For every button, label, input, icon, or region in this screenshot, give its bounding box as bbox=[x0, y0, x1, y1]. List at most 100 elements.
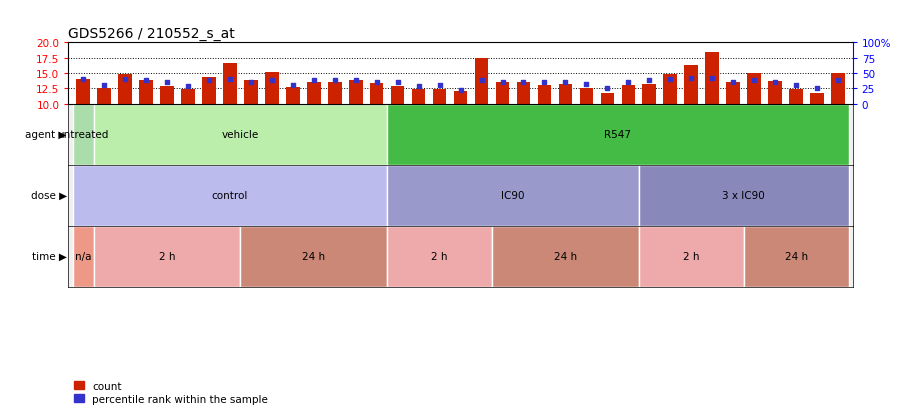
Text: 3 x IC90: 3 x IC90 bbox=[722, 191, 764, 201]
Text: 24 h: 24 h bbox=[783, 252, 807, 261]
Point bbox=[348, 78, 363, 84]
Text: agent ▶: agent ▶ bbox=[26, 130, 67, 140]
Bar bbox=[202, 78, 216, 104]
Bar bbox=[160, 87, 174, 104]
Bar bbox=[620, 85, 634, 104]
Bar bbox=[537, 85, 550, 104]
Point bbox=[830, 78, 844, 84]
Bar bbox=[244, 81, 258, 104]
Point bbox=[578, 81, 593, 88]
Bar bbox=[558, 85, 571, 104]
Text: untreated: untreated bbox=[57, 130, 108, 140]
Text: 24 h: 24 h bbox=[553, 252, 577, 261]
Point bbox=[390, 79, 404, 85]
Point bbox=[537, 80, 551, 86]
Point bbox=[683, 76, 698, 82]
Point bbox=[138, 78, 153, 84]
Text: 2 h: 2 h bbox=[159, 252, 175, 261]
Text: vehicle: vehicle bbox=[221, 130, 259, 140]
Point bbox=[118, 77, 132, 83]
Bar bbox=[349, 81, 362, 104]
Text: 24 h: 24 h bbox=[302, 252, 325, 261]
Point bbox=[641, 78, 656, 84]
Bar bbox=[73, 165, 387, 226]
Bar bbox=[391, 87, 404, 104]
Bar bbox=[517, 83, 529, 104]
Bar bbox=[599, 94, 613, 104]
Bar bbox=[387, 226, 491, 287]
Text: dose ▶: dose ▶ bbox=[31, 191, 67, 201]
Bar bbox=[223, 64, 237, 104]
Bar bbox=[725, 83, 739, 104]
Bar bbox=[742, 226, 847, 287]
Bar bbox=[181, 90, 195, 104]
Text: IC90: IC90 bbox=[501, 191, 524, 201]
Bar bbox=[638, 226, 742, 287]
Point bbox=[746, 78, 761, 84]
Bar bbox=[475, 59, 487, 104]
Bar bbox=[387, 104, 847, 165]
Bar bbox=[286, 88, 300, 104]
Point bbox=[453, 88, 467, 94]
Text: 2 h: 2 h bbox=[431, 252, 447, 261]
Bar bbox=[94, 226, 241, 287]
Bar bbox=[241, 226, 387, 287]
Bar bbox=[641, 85, 655, 104]
Bar bbox=[97, 88, 111, 104]
Bar bbox=[370, 84, 383, 104]
Bar bbox=[265, 73, 279, 104]
Bar bbox=[809, 94, 823, 104]
Text: control: control bbox=[211, 191, 248, 201]
Bar bbox=[387, 165, 638, 226]
Bar bbox=[118, 75, 132, 104]
Legend: count, percentile rank within the sample: count, percentile rank within the sample bbox=[74, 381, 268, 404]
Point bbox=[495, 80, 509, 86]
Bar bbox=[830, 74, 844, 104]
Point bbox=[159, 80, 174, 86]
Point bbox=[327, 78, 342, 84]
Bar bbox=[412, 90, 425, 104]
Point bbox=[369, 80, 384, 86]
Text: R547: R547 bbox=[604, 130, 630, 140]
Point bbox=[222, 77, 237, 83]
Point bbox=[767, 79, 782, 85]
Bar bbox=[767, 82, 781, 104]
Point bbox=[809, 85, 824, 92]
Bar bbox=[704, 52, 718, 104]
Text: 2 h: 2 h bbox=[682, 252, 699, 261]
Bar bbox=[433, 90, 445, 104]
Bar bbox=[496, 82, 508, 104]
Point bbox=[704, 76, 719, 82]
Point bbox=[432, 83, 446, 89]
Bar bbox=[73, 226, 94, 287]
Point bbox=[97, 83, 111, 89]
Bar bbox=[683, 66, 697, 104]
Point bbox=[620, 80, 635, 86]
Bar bbox=[788, 90, 802, 104]
Point bbox=[180, 84, 195, 90]
Text: n/a: n/a bbox=[75, 252, 91, 261]
Text: GDS5266 / 210552_s_at: GDS5266 / 210552_s_at bbox=[68, 27, 235, 41]
Point bbox=[516, 80, 530, 86]
Bar bbox=[454, 92, 466, 104]
Bar bbox=[307, 83, 321, 104]
Point bbox=[725, 79, 740, 85]
Point bbox=[788, 83, 803, 89]
Point bbox=[243, 80, 258, 86]
Bar bbox=[491, 226, 638, 287]
Point bbox=[76, 77, 90, 83]
Point bbox=[285, 83, 300, 89]
Point bbox=[201, 78, 216, 84]
Bar bbox=[139, 81, 153, 104]
Bar bbox=[94, 104, 387, 165]
Point bbox=[264, 78, 279, 84]
Bar bbox=[73, 104, 94, 165]
Point bbox=[599, 86, 614, 93]
Bar bbox=[328, 83, 342, 104]
Bar bbox=[578, 89, 592, 104]
Point bbox=[306, 78, 321, 84]
Bar bbox=[77, 80, 90, 104]
Point bbox=[474, 78, 488, 84]
Point bbox=[411, 84, 425, 90]
Bar bbox=[746, 74, 760, 104]
